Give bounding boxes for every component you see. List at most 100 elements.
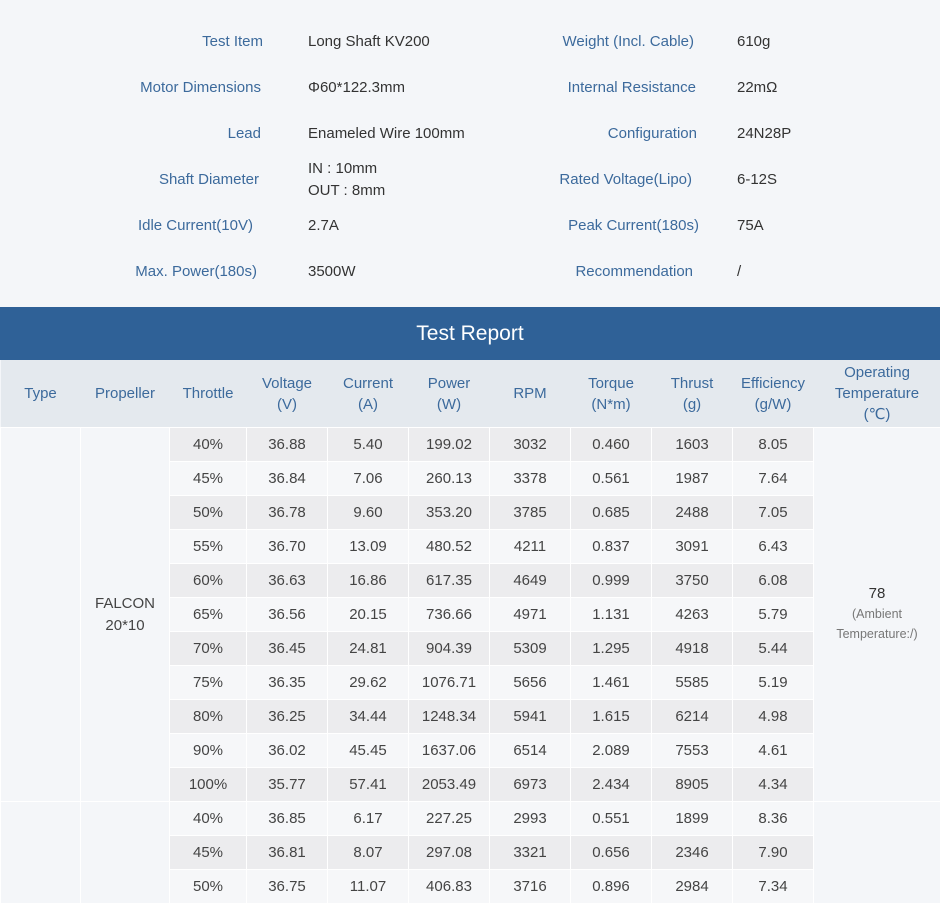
- voltage-cell: 36.84: [247, 462, 328, 496]
- torque-cell: 0.551: [571, 802, 652, 836]
- torque-cell: 0.561: [571, 462, 652, 496]
- thrust-cell: 2346: [652, 836, 733, 870]
- header-current: Current(A): [328, 360, 409, 428]
- header-throttle: Throttle: [170, 360, 247, 428]
- throttle-cell: 90%: [170, 734, 247, 768]
- spec-value-internal-resistance: 22mΩ: [737, 77, 777, 99]
- voltage-cell: 36.75: [247, 870, 328, 904]
- voltage-cell: 36.02: [247, 734, 328, 768]
- spec-label-motor-dimensions: Motor Dimensions: [21, 77, 261, 99]
- throttle-cell: 70%: [170, 632, 247, 666]
- torque-cell: 1.461: [571, 666, 652, 700]
- spec-value-motor-dimensions: Φ60*122.3mm: [308, 77, 405, 99]
- header-propeller: Propeller: [81, 360, 170, 428]
- throttle-cell: 75%: [170, 666, 247, 700]
- test-report-table: Type Propeller Throttle Voltage(V) Curre…: [0, 360, 940, 904]
- voltage-cell: 36.63: [247, 564, 328, 598]
- power-cell: 736.66: [409, 598, 490, 632]
- spec-label-internal-resistance: Internal Resistance: [456, 77, 696, 99]
- power-cell: 904.39: [409, 632, 490, 666]
- rpm-cell: 3716: [490, 870, 571, 904]
- header-thrust: Thrust(g): [652, 360, 733, 428]
- spec-sheet: Test Item Long Shaft KV200 Motor Dimensi…: [0, 0, 940, 307]
- temperature-value: 78: [814, 585, 940, 602]
- current-cell: 29.62: [328, 666, 409, 700]
- current-cell: 9.60: [328, 496, 409, 530]
- efficiency-cell: 8.36: [733, 802, 814, 836]
- voltage-cell: 36.85: [247, 802, 328, 836]
- header-type: Type: [1, 360, 81, 428]
- voltage-cell: 36.35: [247, 666, 328, 700]
- rpm-cell: 5309: [490, 632, 571, 666]
- type-cell: [1, 802, 81, 904]
- current-cell: 7.06: [328, 462, 409, 496]
- efficiency-cell: 4.34: [733, 768, 814, 802]
- current-cell: 20.15: [328, 598, 409, 632]
- throttle-cell: 55%: [170, 530, 247, 564]
- throttle-cell: 40%: [170, 428, 247, 462]
- rpm-cell: 5941: [490, 700, 571, 734]
- efficiency-cell: 8.05: [733, 428, 814, 462]
- power-cell: 1637.06: [409, 734, 490, 768]
- current-cell: 6.17: [328, 802, 409, 836]
- voltage-cell: 36.70: [247, 530, 328, 564]
- current-cell: 24.81: [328, 632, 409, 666]
- power-cell: 2053.49: [409, 768, 490, 802]
- current-cell: 57.41: [328, 768, 409, 802]
- spec-value-configuration: 24N28P: [737, 123, 791, 145]
- efficiency-cell: 4.98: [733, 700, 814, 734]
- rpm-cell: 2993: [490, 802, 571, 836]
- throttle-cell: 80%: [170, 700, 247, 734]
- thrust-cell: 1987: [652, 462, 733, 496]
- efficiency-cell: 7.34: [733, 870, 814, 904]
- power-cell: 617.35: [409, 564, 490, 598]
- spec-value-peak-current: 75A: [737, 215, 764, 237]
- spec-value-test-item: Long Shaft KV200: [308, 31, 430, 53]
- torque-cell: 1.131: [571, 598, 652, 632]
- efficiency-cell: 6.08: [733, 564, 814, 598]
- thrust-cell: 6214: [652, 700, 733, 734]
- voltage-cell: 36.88: [247, 428, 328, 462]
- torque-cell: 0.685: [571, 496, 652, 530]
- throttle-cell: 45%: [170, 836, 247, 870]
- power-cell: 1076.71: [409, 666, 490, 700]
- torque-cell: 0.999: [571, 564, 652, 598]
- spec-value-recommendation: /: [737, 261, 741, 283]
- throttle-cell: 50%: [170, 496, 247, 530]
- propeller-cell: [81, 802, 170, 904]
- voltage-cell: 36.25: [247, 700, 328, 734]
- thrust-cell: 2488: [652, 496, 733, 530]
- voltage-cell: 36.56: [247, 598, 328, 632]
- current-cell: 16.86: [328, 564, 409, 598]
- voltage-cell: 35.77: [247, 768, 328, 802]
- spec-label-rated-voltage: Rated Voltage(Lipo): [452, 169, 692, 191]
- thrust-cell: 1899: [652, 802, 733, 836]
- power-cell: 297.08: [409, 836, 490, 870]
- current-cell: 5.40: [328, 428, 409, 462]
- spec-value-max-power: 3500W: [308, 261, 356, 283]
- spec-value-idle-current: 2.7A: [308, 215, 339, 237]
- voltage-cell: 36.81: [247, 836, 328, 870]
- current-cell: 11.07: [328, 870, 409, 904]
- throttle-cell: 60%: [170, 564, 247, 598]
- power-cell: 199.02: [409, 428, 490, 462]
- spec-value-rated-voltage: 6-12S: [737, 169, 777, 191]
- throttle-cell: 100%: [170, 768, 247, 802]
- spec-value-lead: Enameled Wire 100mm: [308, 123, 465, 145]
- spec-value-weight: 610g: [737, 31, 770, 53]
- thrust-cell: 7553: [652, 734, 733, 768]
- efficiency-cell: 5.44: [733, 632, 814, 666]
- throttle-cell: 65%: [170, 598, 247, 632]
- current-cell: 13.09: [328, 530, 409, 564]
- power-cell: 353.20: [409, 496, 490, 530]
- efficiency-cell: 5.19: [733, 666, 814, 700]
- torque-cell: 1.295: [571, 632, 652, 666]
- thrust-cell: 8905: [652, 768, 733, 802]
- power-cell: 480.52: [409, 530, 490, 564]
- torque-cell: 2.434: [571, 768, 652, 802]
- efficiency-cell: 6.43: [733, 530, 814, 564]
